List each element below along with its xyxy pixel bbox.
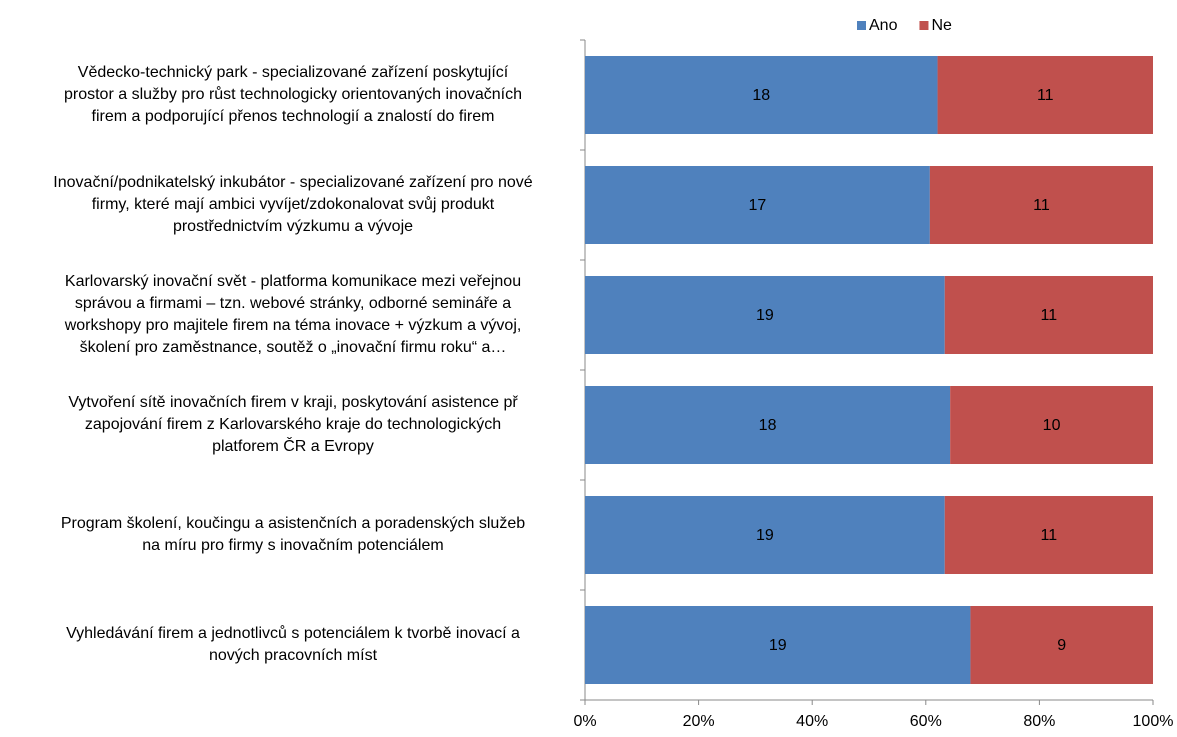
legend-swatch [919, 21, 929, 30]
value-label: 18 [752, 87, 770, 104]
category-label: Karlovarský inovační svět - platforma ko… [64, 273, 522, 356]
x-tick-label: 100% [1133, 713, 1174, 730]
bar-segment [937, 56, 1153, 134]
bar-segment [585, 496, 945, 574]
legend-swatch [857, 21, 866, 30]
value-label: 18 [759, 417, 777, 434]
category-label: Vědecko-technický park - specializované … [63, 64, 522, 125]
category-label: Program školení, koučingu a asistenčních… [60, 515, 526, 554]
value-label: 10 [1043, 417, 1061, 434]
x-tick-label: 20% [683, 713, 715, 730]
category-label: Inovační/podnikatelský inkubátor - speci… [53, 174, 533, 235]
bar-segment [585, 166, 930, 244]
bar-segment [970, 606, 1153, 684]
bar-segment [585, 276, 945, 354]
value-label: 19 [756, 527, 774, 544]
legend-label: Ne [931, 17, 952, 34]
value-label: 11 [1033, 197, 1050, 214]
legend-label: Ano [869, 17, 898, 34]
x-tick-label: 0% [573, 713, 596, 730]
x-tick-label: 60% [910, 713, 942, 730]
bar-segment [585, 56, 938, 134]
value-label: 11 [1037, 87, 1054, 104]
bar-segment [950, 386, 1153, 464]
value-label: 19 [756, 307, 774, 324]
value-label: 11 [1041, 307, 1058, 324]
bar-segment [944, 276, 1153, 354]
x-tick-label: 80% [1023, 713, 1055, 730]
bar-segment [929, 166, 1153, 244]
bar-segment [944, 496, 1153, 574]
value-label: 19 [769, 637, 787, 654]
value-label: 17 [749, 197, 767, 214]
category-label: Vytvoření sítě inovačních firem v kraji,… [68, 394, 518, 455]
bar-segment [585, 606, 971, 684]
value-label: 9 [1057, 637, 1066, 654]
bar-segment [585, 386, 951, 464]
category-label: Vyhledávání firem a jednotlivců s potenc… [66, 625, 520, 664]
value-label: 11 [1041, 527, 1058, 544]
x-tick-label: 40% [796, 713, 828, 730]
